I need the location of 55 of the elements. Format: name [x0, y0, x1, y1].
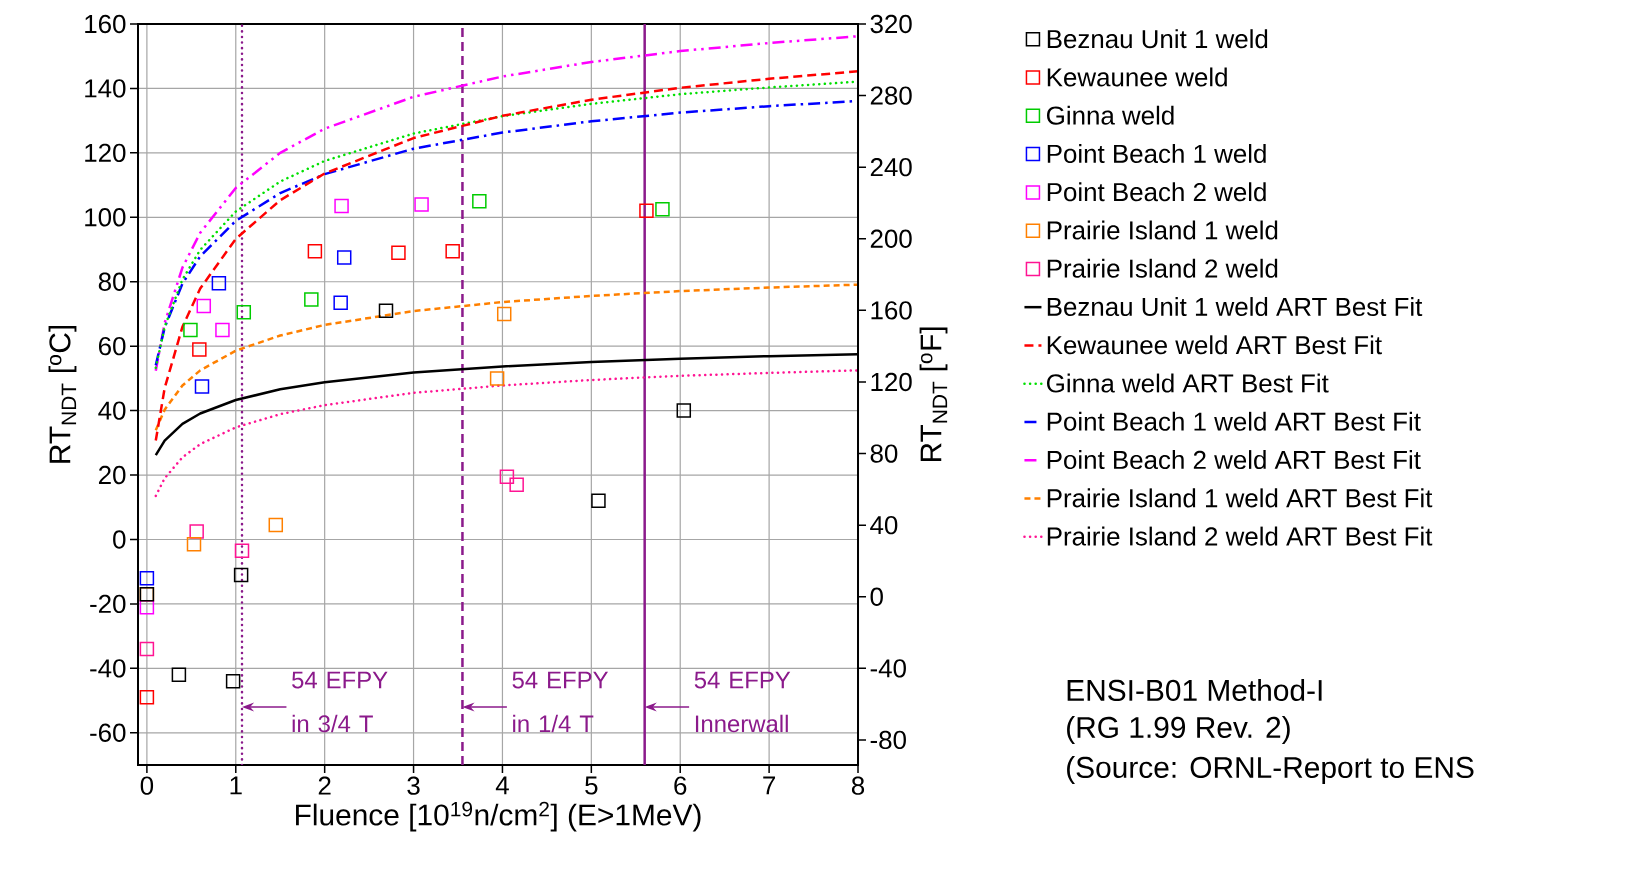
- x-tick-label: 3: [407, 776, 420, 795]
- y-tick-label: -20: [90, 594, 126, 614]
- y-tick-label: 160: [85, 14, 126, 34]
- y2-tick-label: 280: [870, 86, 912, 105]
- text: (RG 1.99 Rev. 2): [1067, 716, 1290, 744]
- y2-tick-label: 200: [870, 229, 912, 248]
- legend-label: Prairie Island 2 weld ART Best Fit: [1047, 526, 1433, 546]
- x-tick-label: 7: [763, 776, 776, 795]
- y-tick-label: 80: [98, 272, 126, 291]
- legend-label: Prairie Island 2 weld: [1047, 258, 1278, 278]
- y-tick-label: 0: [113, 530, 126, 549]
- x-tick-label: 0: [140, 776, 154, 795]
- ref-line-label: 54 EFPY in 3/4 T: [292, 671, 388, 733]
- legend-label: Ginna weld ART Best Fit: [1047, 373, 1329, 393]
- legend-label: Beznau Unit 1 weld ART Best Fit: [1047, 297, 1423, 317]
- legend-label: Point Beach 2 weld ART Best Fit: [1047, 450, 1421, 470]
- y-tick-label: 120: [85, 143, 126, 163]
- y2-tick-label: 0: [870, 587, 883, 606]
- text: (Source: ORNL-Report to ENS: [1067, 756, 1474, 784]
- y-tick-label: 40: [98, 401, 126, 420]
- x-tick-label: 2: [318, 776, 331, 795]
- x-axis-title: Fluence [10$^{19}$n/cm$^{2}$] (E>1MeV): [296, 801, 701, 832]
- y2-tick-label: -40: [870, 659, 906, 678]
- x-tick-label: 5: [585, 776, 598, 795]
- legend-label: Ginna weld: [1047, 105, 1174, 125]
- y-tick-label: 60: [98, 336, 126, 356]
- y-tick-label: 20: [98, 465, 126, 485]
- legend-label: Point Beach 1 weld ART Best Fit: [1047, 411, 1421, 431]
- legend-label: Prairie Island 1 weld: [1047, 220, 1278, 240]
- legend-label: Kewaunee weld: [1047, 67, 1227, 87]
- legend-label: Prairie Island 1 weld ART Best Fit: [1047, 488, 1433, 508]
- x-tick-label: 8: [851, 776, 865, 795]
- x-tick-label: 6: [674, 776, 687, 795]
- y2-tick-label: 240: [870, 158, 912, 177]
- y2-tick-label: 320: [870, 14, 912, 34]
- y2-axis-title: RT$_{NDT}$ [$^{o}$F]: [919, 327, 948, 462]
- legend-label: Point Beach 2 weld: [1047, 182, 1266, 202]
- ref-line-label: 54 EFPY in 1/4 T: [512, 671, 609, 733]
- y-tick-label: -60: [90, 723, 126, 742]
- text: ENSI-B01 Method-I: [1067, 679, 1322, 701]
- y2-tick-label: 160: [871, 301, 912, 320]
- legend-label: Kewaunee weld ART Best Fit: [1047, 335, 1382, 355]
- legend-label: Point Beach 1 weld: [1047, 143, 1266, 163]
- y-tick-label: 140: [85, 79, 126, 98]
- y2-tick-label: 120: [871, 372, 912, 392]
- ref-line-label: 54 EFPY Innerwall: [694, 671, 791, 733]
- y-tick-label: -40: [90, 659, 126, 678]
- y2-tick-label: 40: [870, 515, 898, 535]
- y2-tick-label: -80: [870, 730, 906, 750]
- x-tick-label: 4: [495, 776, 509, 795]
- y-axis-title: RT$_{NDT}$ [$^{o}$C]: [48, 325, 77, 463]
- y-tick-label: 100: [85, 208, 126, 227]
- legend-label: Beznau Unit 1 weld: [1047, 29, 1268, 49]
- y2-tick-label: 80: [870, 444, 898, 463]
- x-tick-label: 1: [230, 776, 242, 795]
